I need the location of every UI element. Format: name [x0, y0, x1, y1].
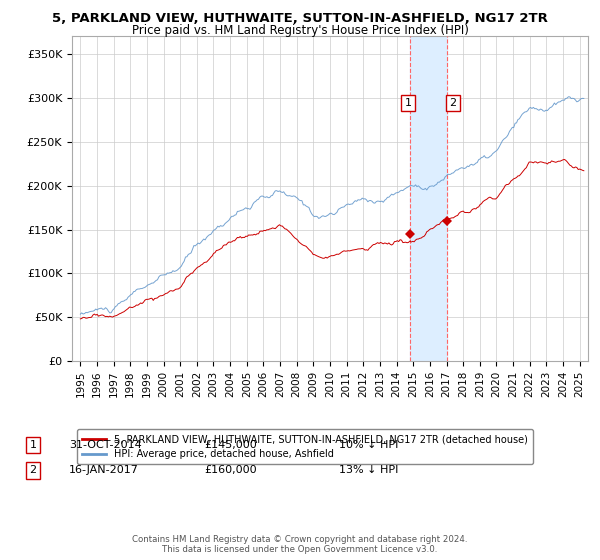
Text: 2: 2 — [29, 465, 37, 475]
Text: 5, PARKLAND VIEW, HUTHWAITE, SUTTON-IN-ASHFIELD, NG17 2TR: 5, PARKLAND VIEW, HUTHWAITE, SUTTON-IN-A… — [52, 12, 548, 25]
Text: 2: 2 — [449, 98, 457, 108]
Text: 31-OCT-2014: 31-OCT-2014 — [69, 440, 142, 450]
Text: 16-JAN-2017: 16-JAN-2017 — [69, 465, 139, 475]
Text: Price paid vs. HM Land Registry's House Price Index (HPI): Price paid vs. HM Land Registry's House … — [131, 24, 469, 37]
Text: Contains HM Land Registry data © Crown copyright and database right 2024.
This d: Contains HM Land Registry data © Crown c… — [132, 535, 468, 554]
Text: £160,000: £160,000 — [204, 465, 257, 475]
Text: 1: 1 — [404, 98, 412, 108]
Text: £145,000: £145,000 — [204, 440, 257, 450]
Text: 13% ↓ HPI: 13% ↓ HPI — [339, 465, 398, 475]
Text: 1: 1 — [29, 440, 37, 450]
Bar — [410, 36, 447, 361]
Text: 10% ↓ HPI: 10% ↓ HPI — [339, 440, 398, 450]
Legend: 5, PARKLAND VIEW, HUTHWAITE, SUTTON-IN-ASHFIELD, NG17 2TR (detached house), HPI:: 5, PARKLAND VIEW, HUTHWAITE, SUTTON-IN-A… — [77, 430, 533, 464]
